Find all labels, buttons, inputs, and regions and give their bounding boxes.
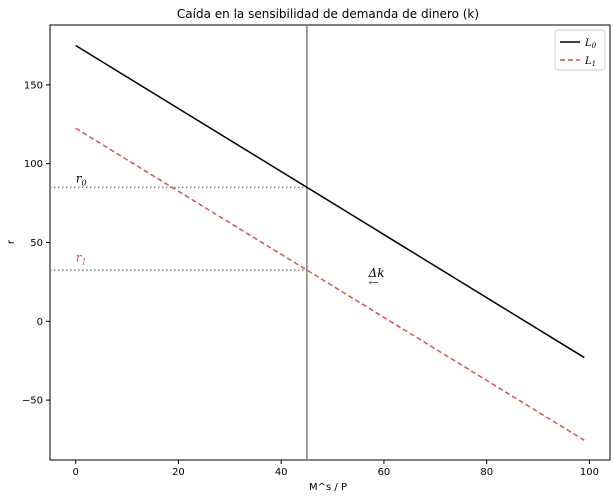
legend-label: L0 <box>584 38 597 50</box>
legend: L0 L1 <box>554 29 606 71</box>
plot-area <box>49 24 611 461</box>
annotation-label: r0 <box>76 172 87 188</box>
x-tick-label: 0 <box>73 467 79 478</box>
y-axis-label: r <box>6 239 17 244</box>
x-axis-label: M^s / P <box>309 482 347 493</box>
annotation-label: ← <box>369 276 379 290</box>
series-line-l1 <box>75 127 585 441</box>
y-tick-label: 100 <box>24 159 43 170</box>
legend-box <box>554 29 606 71</box>
annotation-label: Δk <box>368 266 385 280</box>
x-tick-label: 100 <box>580 467 599 478</box>
y-tick-label: 50 <box>30 238 43 249</box>
legend-label: L1 <box>584 56 596 68</box>
x-tick-label: 40 <box>275 467 288 478</box>
x-tick-label: 80 <box>480 467 493 478</box>
x-tick-label: 60 <box>378 467 391 478</box>
x-tick-label: 20 <box>172 467 185 478</box>
chart-title: Caída en la sensibilidad de demanda de d… <box>177 7 479 21</box>
y-tick-label: −50 <box>22 396 43 407</box>
series-line-l0 <box>75 44 585 359</box>
y-tick-label: 150 <box>24 80 43 91</box>
annotation-label: r1 <box>76 250 87 266</box>
y-tick-label: 0 <box>37 317 43 328</box>
